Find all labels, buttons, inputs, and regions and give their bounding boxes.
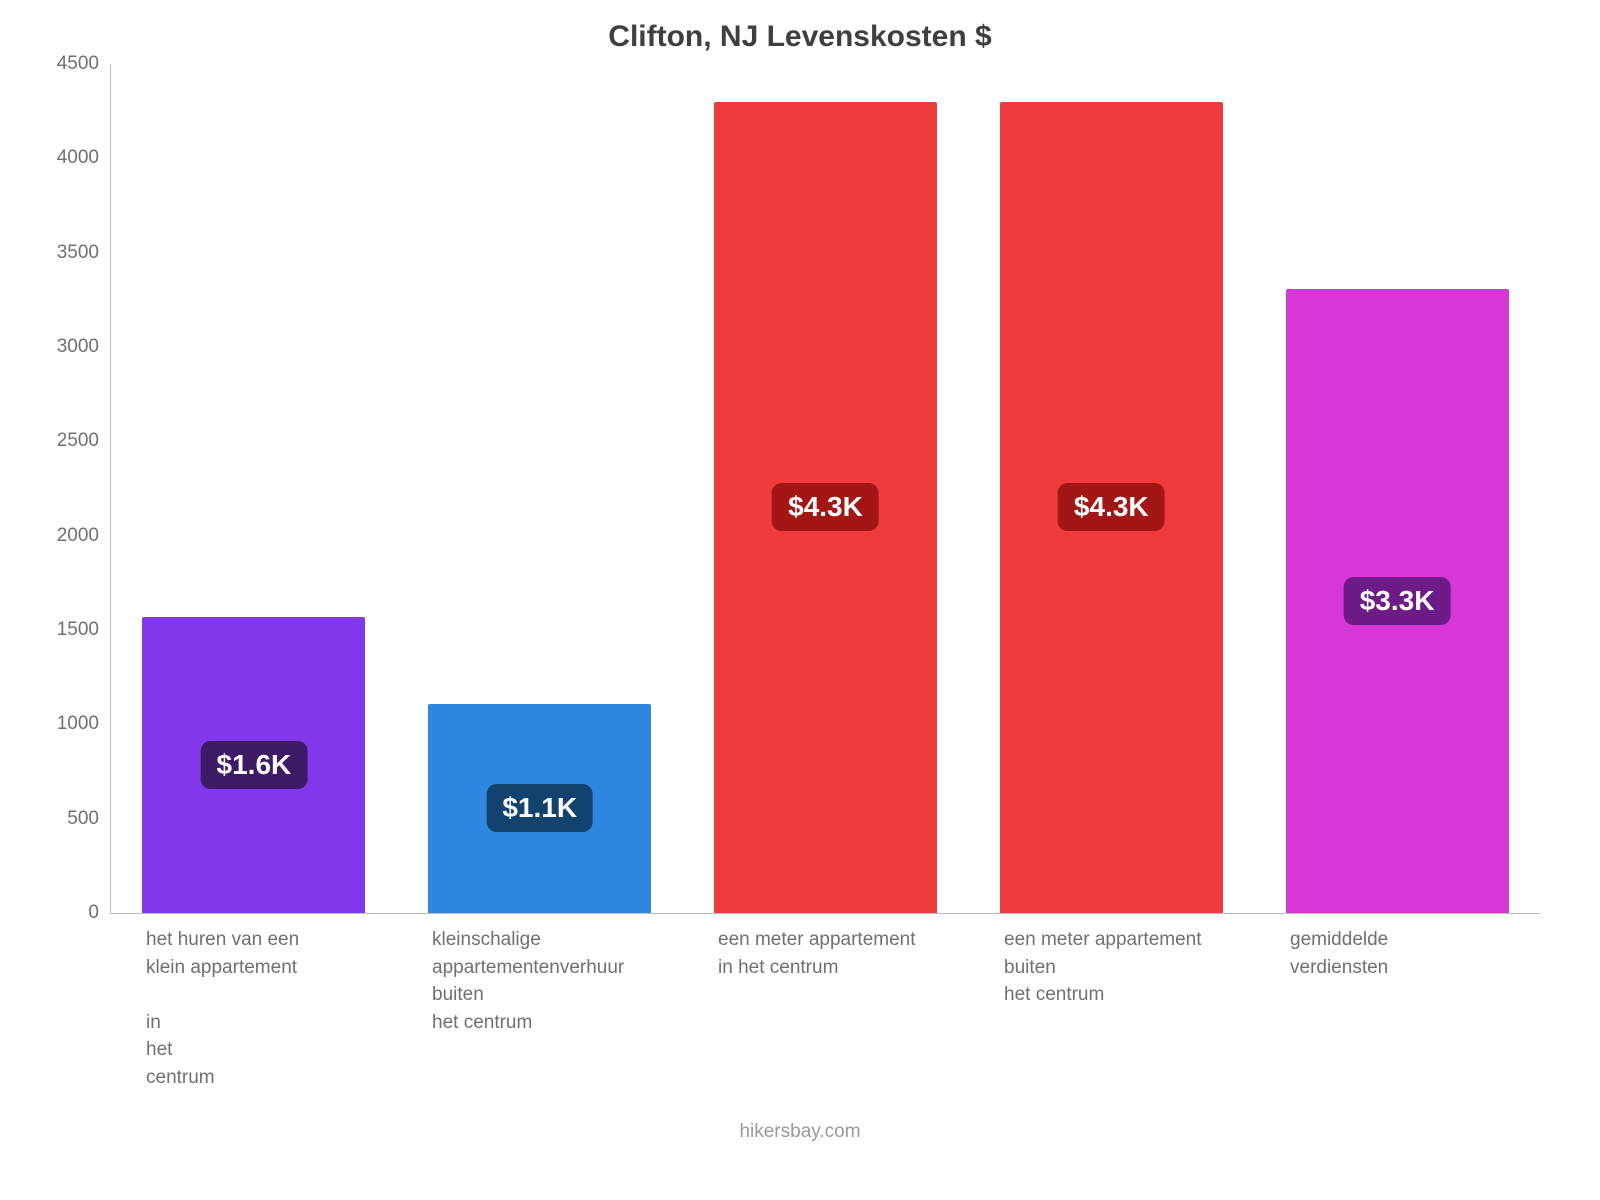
bar-value-badge: $1.6K [201,741,308,789]
bar: $4.3K [714,102,937,913]
bar-slot: $1.6K [111,64,397,913]
x-tick-label: het huren van eenklein appartement inhet… [110,926,396,1091]
y-tick-label: 2000 [57,525,99,547]
plot-area: $1.6K$1.1K$4.3K$4.3K$3.3K 05001000150020… [110,64,1540,914]
chart-title: Clifton, NJ Levenskosten $ [40,20,1560,54]
y-tick-label: 4500 [57,53,99,75]
y-tick-label: 3000 [57,336,99,358]
y-tick-label: 1500 [57,619,99,641]
attribution-text: hikersbay.com [40,1121,1560,1143]
y-tick-label: 2500 [57,430,99,452]
y-tick-label: 0 [88,902,99,924]
bar-slot: $1.1K [397,64,683,913]
y-tick-label: 3500 [57,242,99,264]
y-tick-label: 500 [67,808,99,830]
bar-value-badge: $4.3K [772,483,879,531]
cost-of-living-chart: Clifton, NJ Levenskosten $ $1.6K $1.1K $4.… [0,0,1600,1200]
x-tick-label: gemiddeldeverdiensten [1254,926,1540,1091]
bar-slot: $4.3K [968,64,1254,913]
bar: $1.6K [142,617,365,913]
x-tick-label: een meter appartementin het centrum [682,926,968,1091]
y-tick-label: 4000 [57,147,99,169]
bars-container: $1.6K $1.1K $4.3K $4.3K $3.3K [111,64,1540,913]
x-tick-label: een meter appartementbuitenhet centrum [968,926,1254,1091]
bar-slot: $4.3K [683,64,969,913]
bar: $3.3K [1286,289,1509,913]
plot-inner: $1.6K$1.1K$4.3K$4.3K$3.3K 05001000150020… [110,64,1540,914]
bar: $1.1K [428,704,651,913]
bar-value-badge: $1.1K [486,784,593,832]
bar-value-badge: $3.3K [1344,577,1451,625]
bar: $4.3K [1000,102,1223,913]
bar-value-badge: $4.3K [1058,483,1165,531]
y-tick-label: 1000 [57,713,99,735]
x-axis-labels: het huren van eenklein appartement inhet… [110,926,1540,1091]
x-tick-label: kleinschaligeappartementenverhuurbuitenh… [396,926,682,1091]
bar-slot: $3.3K [1254,64,1540,913]
